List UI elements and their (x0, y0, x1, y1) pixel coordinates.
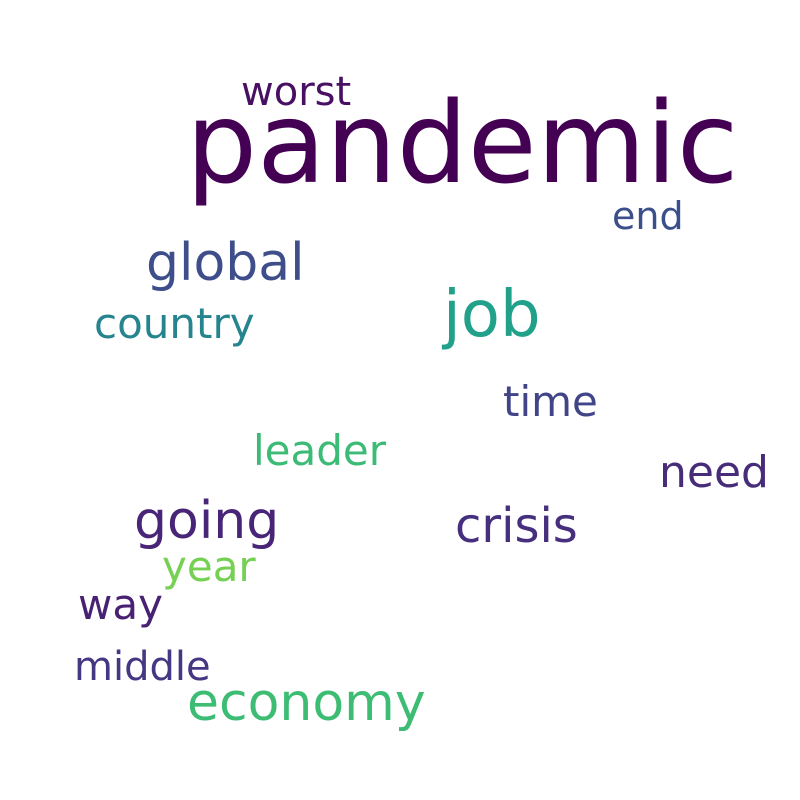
word-middle: middle (74, 644, 211, 690)
word-year: year (162, 542, 256, 591)
word-job: job (443, 278, 541, 352)
word-country: country (94, 299, 255, 348)
word-leader: leader (253, 426, 387, 475)
word-way: way (78, 580, 163, 629)
word-crisis: crisis (455, 498, 578, 554)
word-need: need (659, 447, 769, 498)
word-worst: worst (241, 69, 352, 115)
word-going: going (134, 491, 280, 551)
word-time: time (503, 377, 598, 426)
word-global: global (146, 233, 305, 293)
word-economy: economy (187, 673, 426, 733)
word-end: end (612, 194, 684, 238)
word-pandemic: pandemic (186, 79, 739, 209)
